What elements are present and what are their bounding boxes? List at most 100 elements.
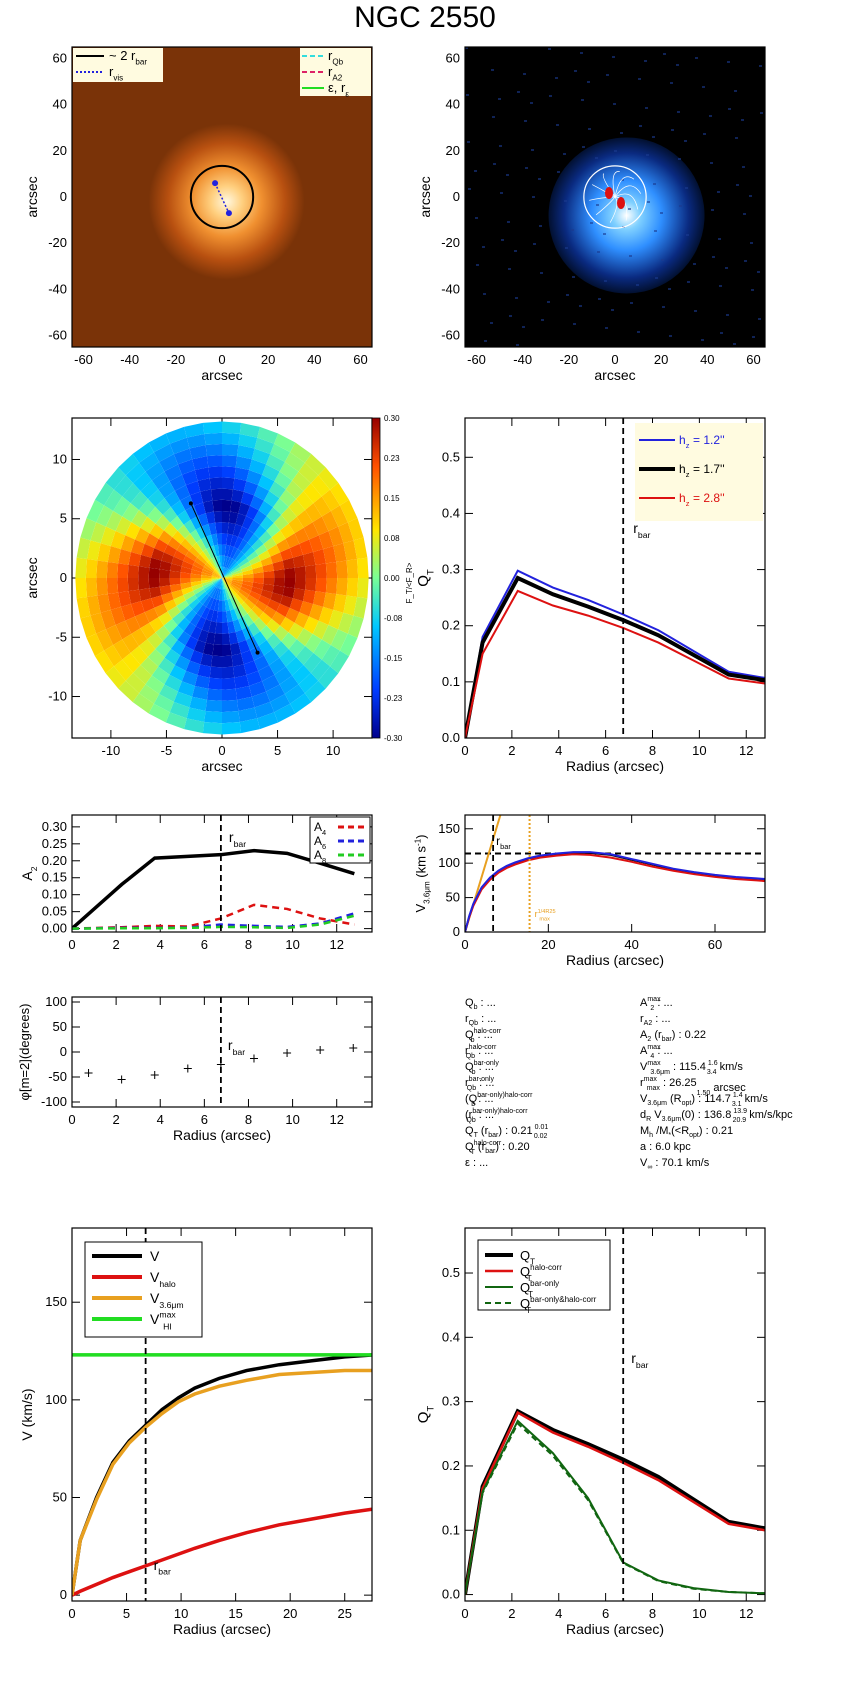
table-row: A2 (rbar) : 0.22 xyxy=(640,1029,706,1043)
heatmap-cell xyxy=(151,666,170,685)
heatmap-cell xyxy=(258,500,274,516)
heatmap-cell xyxy=(216,567,222,578)
heatmap-cell xyxy=(130,646,148,665)
heatmap-cell xyxy=(181,470,198,486)
heatmap-cell xyxy=(184,533,197,547)
heatmap-cell xyxy=(222,578,228,589)
x-tick-label: 8 xyxy=(245,1112,252,1127)
heatmap-cell xyxy=(205,608,214,622)
heatmap-cell xyxy=(266,684,285,702)
y-tick-label: 0.4 xyxy=(442,1329,460,1344)
noise-speck xyxy=(637,331,640,333)
noise-speck xyxy=(572,276,575,278)
heatmap-cell xyxy=(149,617,164,633)
heatmap-cell xyxy=(288,498,306,517)
heatmap-cell xyxy=(296,646,314,665)
noise-speck xyxy=(749,195,752,197)
heatmap-cell xyxy=(183,519,196,534)
noise-speck xyxy=(580,52,583,54)
heatmap-cell xyxy=(173,448,193,465)
heatmap-cell xyxy=(163,618,178,634)
heatmap-cell xyxy=(134,527,150,544)
heatmap-cell xyxy=(224,588,231,600)
heatmap-cell xyxy=(222,555,225,567)
noise-speck xyxy=(530,102,533,104)
phase-point xyxy=(150,1071,159,1079)
heatmap-cell xyxy=(266,618,281,634)
heatmap-cell xyxy=(230,608,239,622)
heatmap-cell xyxy=(211,573,222,578)
heatmap-cell xyxy=(164,648,181,666)
heatmap-cell xyxy=(282,586,295,599)
noise-speck xyxy=(711,209,714,211)
noise-speck xyxy=(587,81,590,83)
heatmap-cell xyxy=(222,576,233,578)
heatmap-cell xyxy=(190,529,202,543)
heatmap-cell xyxy=(222,644,232,657)
heatmap-cell xyxy=(241,601,252,614)
heatmap-cell xyxy=(267,599,281,612)
heatmap-cell xyxy=(105,625,123,646)
heatmap-cell xyxy=(263,648,280,666)
field-line xyxy=(614,193,639,210)
x-tick-label: 4 xyxy=(157,1112,164,1127)
heatmap-cell xyxy=(96,560,108,578)
noise-speck xyxy=(557,171,560,173)
y-tick-label: 0 xyxy=(453,189,460,204)
heatmap-cell xyxy=(159,585,172,596)
phase-point xyxy=(84,1069,93,1077)
heatmap-cell xyxy=(193,639,206,654)
heatmap-cell xyxy=(177,617,191,632)
heatmap-cell xyxy=(131,628,148,647)
heatmap-cell xyxy=(318,606,334,626)
legend-value: = 1.2'' xyxy=(693,433,725,447)
p2-axes: -60 -40 -20 0 20 40 60 -60 -40 -20 0 20 40 60 arcsec ar… xyxy=(417,46,766,383)
heatmap-cell xyxy=(127,578,139,592)
heatmap-cell xyxy=(254,437,275,455)
heatmap-cell xyxy=(310,659,331,681)
table-row: V3.6μm (Ropt) : 114.7 1.4 3.1 km/s xyxy=(640,1092,768,1108)
table-row: Qhalo-corr b : ... xyxy=(465,1028,502,1044)
heatmap-cell xyxy=(240,586,252,595)
heatmap-cell xyxy=(285,657,304,676)
y-tick-label: 0 xyxy=(60,189,67,204)
heatmap-cell xyxy=(169,665,186,682)
heatmap-cell xyxy=(183,622,196,637)
noise-speck xyxy=(508,268,511,270)
heatmap-cell xyxy=(272,560,285,571)
heatmap-cell xyxy=(222,544,227,556)
heatmap-cell xyxy=(203,564,214,573)
heatmap-cell xyxy=(211,587,218,599)
heatmap-cell xyxy=(190,516,202,530)
heatmap-cell xyxy=(185,505,198,520)
heatmap-cell xyxy=(163,599,177,612)
legend-name: hz xyxy=(679,433,690,450)
table-row: a : 6.0 kpc xyxy=(640,1141,691,1153)
heatmap-cell xyxy=(164,490,181,508)
heatmap-cell xyxy=(113,639,131,660)
noise-speck xyxy=(482,246,485,248)
noise-speck xyxy=(571,229,574,231)
heatmap-cell xyxy=(207,585,216,596)
heatmap-cell xyxy=(180,538,193,551)
y-tick-label: 0.05 xyxy=(42,904,67,919)
noise-speck xyxy=(467,141,470,143)
heatmap-cell xyxy=(201,536,210,549)
heatmap-cell xyxy=(232,664,247,678)
p6-plot xyxy=(465,815,765,932)
x-tick-label: 20 xyxy=(541,937,555,952)
heatmap-cell xyxy=(197,478,212,492)
heatmap-cell xyxy=(271,611,286,626)
axes-frame xyxy=(71,996,373,1108)
heatmap-cell xyxy=(177,459,195,475)
field-line xyxy=(612,171,620,198)
heatmap-cell xyxy=(138,566,150,578)
heatmap-cell xyxy=(113,659,134,681)
heatmap-cell xyxy=(234,593,245,605)
heatmap-cell xyxy=(138,578,150,590)
heatmap-cell xyxy=(274,433,296,453)
heatmap-cell xyxy=(211,655,222,668)
phase-point xyxy=(216,1060,225,1069)
heatmap-cell xyxy=(237,445,255,460)
noise-speck xyxy=(606,74,609,76)
